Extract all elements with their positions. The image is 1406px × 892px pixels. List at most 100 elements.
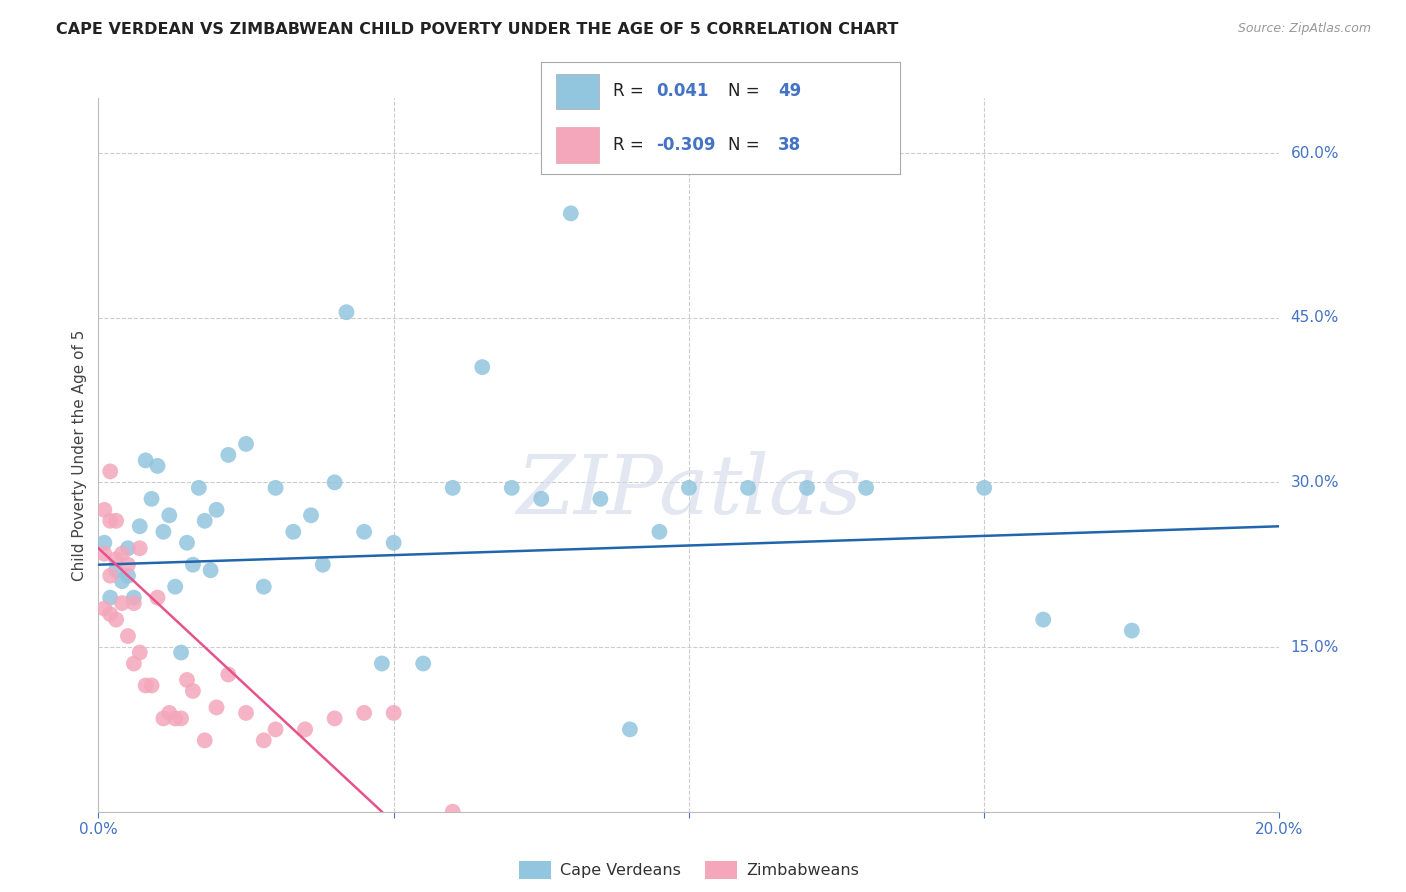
Point: [253, 733, 276, 747]
Point: [98, 607, 121, 621]
Point: [117, 558, 139, 572]
Point: [589, 491, 612, 506]
Point: [98, 464, 121, 478]
Point: [412, 657, 434, 671]
Point: [98, 568, 121, 582]
Point: [194, 514, 217, 528]
Point: [111, 547, 134, 561]
Text: 60.0%: 60.0%: [1291, 145, 1339, 161]
Point: [117, 541, 139, 556]
Point: [135, 678, 157, 692]
Point: [264, 723, 287, 737]
Point: [619, 723, 641, 737]
Point: [105, 563, 128, 577]
FancyBboxPatch shape: [555, 127, 599, 162]
Text: N =: N =: [728, 136, 765, 154]
Text: 0.041: 0.041: [657, 82, 709, 101]
Point: [299, 508, 322, 523]
Legend: Cape Verdeans, Zimbabweans: Cape Verdeans, Zimbabweans: [512, 855, 866, 886]
Point: [170, 646, 193, 660]
Point: [235, 706, 257, 720]
Point: [1032, 613, 1054, 627]
Point: [217, 448, 239, 462]
Point: [560, 206, 582, 220]
Y-axis label: Child Poverty Under the Age of 5: Child Poverty Under the Age of 5: [72, 329, 87, 581]
Point: [181, 684, 204, 698]
Point: [205, 503, 228, 517]
Point: [283, 524, 305, 539]
Point: [98, 591, 121, 605]
Point: [371, 657, 394, 671]
Point: [165, 580, 187, 594]
Point: [152, 711, 174, 725]
Point: [796, 481, 818, 495]
Point: [678, 481, 700, 495]
Point: [181, 558, 204, 572]
Point: [122, 591, 145, 605]
Point: [855, 481, 877, 495]
Point: [530, 491, 553, 506]
Point: [111, 574, 134, 589]
Point: [165, 711, 187, 725]
Text: 45.0%: 45.0%: [1291, 310, 1339, 326]
Point: [93, 535, 115, 549]
Point: [312, 558, 335, 572]
Point: [117, 629, 139, 643]
Point: [441, 805, 464, 819]
Point: [335, 305, 357, 319]
Point: [471, 360, 494, 375]
Text: R =: R =: [613, 136, 650, 154]
Point: [170, 711, 193, 725]
Point: [141, 491, 163, 506]
Point: [105, 552, 128, 566]
Point: [105, 613, 128, 627]
Point: [141, 678, 163, 692]
Point: [105, 514, 128, 528]
Text: ZIPatlas: ZIPatlas: [516, 450, 862, 531]
Point: [93, 547, 115, 561]
Point: [111, 596, 134, 610]
Text: 30.0%: 30.0%: [1291, 475, 1339, 490]
Text: 15.0%: 15.0%: [1291, 640, 1339, 655]
Point: [737, 481, 759, 495]
Point: [501, 481, 523, 495]
Text: 49: 49: [778, 82, 801, 101]
Point: [98, 514, 121, 528]
Text: Source: ZipAtlas.com: Source: ZipAtlas.com: [1237, 22, 1371, 36]
Point: [146, 591, 169, 605]
Point: [217, 667, 239, 681]
Text: CAPE VERDEAN VS ZIMBABWEAN CHILD POVERTY UNDER THE AGE OF 5 CORRELATION CHART: CAPE VERDEAN VS ZIMBABWEAN CHILD POVERTY…: [56, 22, 898, 37]
Point: [648, 524, 671, 539]
Point: [253, 580, 276, 594]
Point: [157, 508, 180, 523]
Point: [122, 657, 145, 671]
Text: R =: R =: [613, 82, 650, 101]
Point: [323, 711, 346, 725]
Point: [323, 475, 346, 490]
Point: [93, 601, 115, 615]
Point: [264, 481, 287, 495]
Point: [93, 503, 115, 517]
FancyBboxPatch shape: [555, 73, 599, 109]
Point: [176, 535, 198, 549]
Point: [205, 700, 228, 714]
Point: [146, 458, 169, 473]
Point: [128, 541, 150, 556]
Point: [353, 706, 375, 720]
Point: [235, 437, 257, 451]
Point: [128, 519, 150, 533]
Point: [382, 535, 405, 549]
Point: [157, 706, 180, 720]
Point: [353, 524, 375, 539]
Point: [382, 706, 405, 720]
Point: [122, 596, 145, 610]
Text: -0.309: -0.309: [657, 136, 716, 154]
Point: [1121, 624, 1143, 638]
Point: [176, 673, 198, 687]
Point: [135, 453, 157, 467]
Point: [194, 733, 217, 747]
Point: [187, 481, 209, 495]
Text: 38: 38: [778, 136, 801, 154]
Point: [117, 568, 139, 582]
Point: [973, 481, 995, 495]
